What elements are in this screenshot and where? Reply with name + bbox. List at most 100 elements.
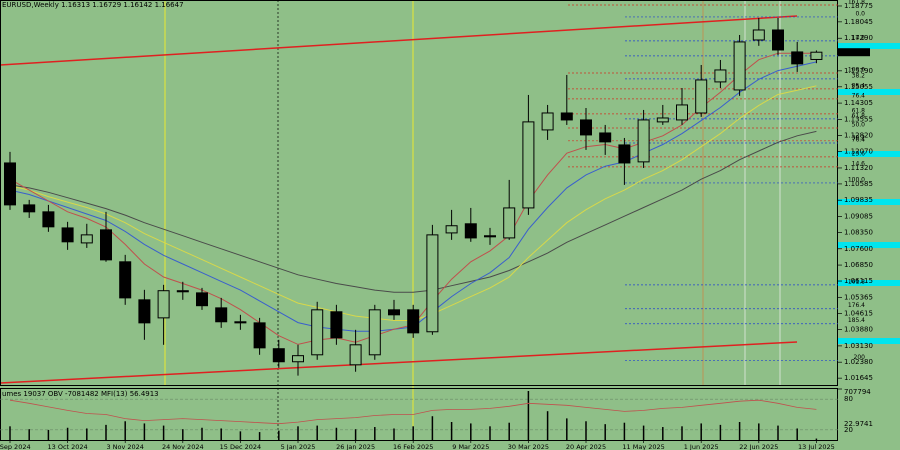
x-tick-label: 15 Dec 2024: [220, 443, 262, 450]
candle-body: [503, 207, 516, 239]
fib-label: 14.6: [852, 160, 866, 167]
fib-label: 161.8: [848, 278, 865, 285]
moving-average: [9, 130, 817, 293]
candle-body: [599, 132, 612, 143]
x-tick-label: 5 Jan 2025: [281, 443, 316, 450]
y-tick-label: 1.03130: [844, 342, 873, 350]
x-tick-label: 30 Mar 2025: [508, 443, 549, 450]
candle-body: [618, 144, 631, 164]
fib-label: 61.8: [852, 107, 866, 114]
candle-body: [234, 321, 247, 324]
candle-body: [253, 322, 266, 349]
candle-body: [42, 211, 55, 228]
candle-body: [733, 41, 746, 91]
y-tick-label: 1.07600: [844, 245, 873, 253]
candle-body: [196, 292, 208, 307]
main-pane-frame: [0, 0, 838, 386]
y-tick-label: 1.03880: [844, 326, 873, 334]
candle-body: [541, 112, 554, 131]
fib-label: 185.4: [848, 317, 865, 324]
fib-label: 176.4: [848, 302, 865, 309]
fib-label: 161.8: [848, 0, 865, 5]
highlight: [838, 338, 900, 344]
axis-highlights: [838, 43, 900, 344]
candle-body: [656, 117, 669, 123]
indicator-value: 22.9741: [844, 420, 873, 428]
last-price-label: 1.16647: [841, 48, 870, 56]
y-tick-label: 1.18775: [844, 2, 873, 10]
candle-body: [407, 309, 420, 334]
candle-body: [272, 348, 285, 363]
candle-body: [176, 290, 189, 293]
x-tick-label: 22 Jun 2025: [739, 443, 778, 450]
x-tick-label: 9 Mar 2025: [452, 443, 489, 450]
candle-body: [752, 29, 765, 41]
y-tick-label: 1.12070: [844, 148, 873, 156]
highlight: [838, 242, 900, 248]
y-tick-label: 1.01645: [844, 374, 873, 382]
fib-label: 0.0: [855, 10, 865, 17]
y-tick-label: 1.15790: [844, 67, 873, 75]
candle-body: [368, 309, 381, 356]
y-tick-label: 20: [844, 426, 853, 434]
fib-label: 76.4: [852, 92, 866, 99]
candle-body: [484, 235, 496, 238]
fib-label: 38.2: [852, 134, 866, 141]
chart-title: EURUSD,Weekly 1.16313 1.16729 1.16142 1.…: [2, 1, 184, 9]
y-tick-label: 707794: [844, 388, 871, 396]
candle-body: [100, 229, 112, 261]
candle-body: [157, 290, 170, 319]
x-tick-label: 20 Apr 2025: [566, 443, 606, 450]
fib-label: 14.6: [852, 34, 866, 41]
candle-body: [426, 234, 439, 333]
y-tick-label: 1.14305: [844, 99, 873, 107]
y-tick-label: 1.15055: [844, 83, 873, 91]
fib-label: 61.8: [852, 112, 866, 119]
channel-upper: [0, 15, 798, 66]
fib-label: 100.0: [848, 176, 865, 183]
indicator-pane-frame: [0, 388, 838, 441]
y-tick-label: 1.09835: [844, 196, 873, 204]
candle-body: [695, 79, 708, 114]
y-tick-label: 1.18045: [844, 18, 873, 26]
y-tick-label: 1.02380: [844, 358, 873, 366]
fib-label: 38.2: [852, 72, 866, 79]
x-tick-label: 13 Oct 2024: [48, 443, 88, 450]
highlight: [838, 43, 900, 49]
candle-body: [580, 119, 592, 136]
mfi-line: [9, 399, 817, 425]
y-tick-label: 1.13555: [844, 115, 873, 123]
candle-body: [119, 261, 132, 299]
y-tick-label: 1.06115: [844, 277, 873, 285]
candle-body: [522, 121, 535, 209]
indicator-title: umes 19037 OBV -7081482 MFI(13) 56.4913: [2, 390, 159, 398]
candle-body: [311, 309, 324, 356]
x-tick-label: 3 Nov 2024: [106, 443, 144, 450]
x-tick-label: 1 Jun 2025: [684, 443, 719, 450]
y-tick-label: 1.06850: [844, 261, 873, 269]
x-tick-label: 13 Jul 2025: [798, 443, 835, 450]
candle-body: [810, 51, 823, 60]
fib-label: 85.4: [852, 82, 866, 89]
candle-body: [215, 307, 228, 323]
highlight: [838, 199, 900, 205]
x-tick-label: 11 May 2025: [622, 443, 664, 450]
x-tick-label: 26 Jan 2025: [336, 443, 375, 450]
candle-body: [676, 104, 688, 121]
x-tick-label: 24 Nov 2024: [162, 443, 204, 450]
candle-body: [349, 344, 362, 366]
y-tick-label: 1.09085: [844, 213, 873, 221]
candle-body: [80, 234, 93, 244]
candle-body: [772, 29, 784, 51]
x-tick-label: 16 Feb 2025: [393, 443, 433, 450]
fib-label: 100.0: [848, 67, 865, 74]
y-tick-label: 1.11320: [844, 164, 873, 172]
candle-body: [791, 51, 804, 65]
candle-body: [388, 309, 400, 316]
x-tick-label: 22 Sep 2024: [0, 443, 31, 450]
candle-body: [714, 69, 727, 83]
candle-body: [445, 225, 458, 234]
